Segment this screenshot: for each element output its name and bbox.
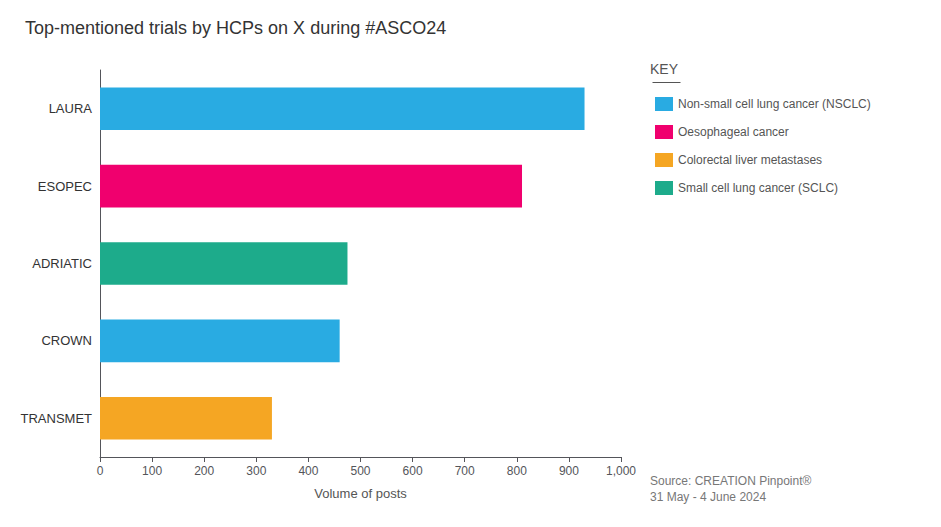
- svg-text:500: 500: [350, 464, 370, 478]
- svg-text:900: 900: [559, 464, 579, 478]
- svg-text:ESOPEC: ESOPEC: [38, 179, 92, 194]
- svg-text:Colorectal liver metastases: Colorectal liver metastases: [678, 153, 822, 167]
- svg-text:ADRIATIC: ADRIATIC: [32, 256, 92, 271]
- svg-text:CROWN: CROWN: [41, 333, 92, 348]
- svg-text:0: 0: [97, 464, 104, 478]
- svg-text:700: 700: [455, 464, 475, 478]
- svg-text:31 May - 4 June 2024: 31 May - 4 June 2024: [650, 490, 766, 504]
- svg-text:100: 100: [142, 464, 162, 478]
- svg-text:Top-mentioned trials by HCPs o: Top-mentioned trials by HCPs on X during…: [25, 18, 446, 38]
- svg-text:TRANSMET: TRANSMET: [21, 411, 93, 426]
- svg-text:400: 400: [298, 464, 318, 478]
- svg-text:Volume of posts: Volume of posts: [314, 486, 407, 501]
- svg-text:800: 800: [507, 464, 527, 478]
- svg-text:300: 300: [246, 464, 266, 478]
- svg-text:Oesophageal cancer: Oesophageal cancer: [678, 125, 789, 139]
- svg-text:600: 600: [403, 464, 423, 478]
- svg-text:Non-small cell lung cancer (NS: Non-small cell lung cancer (NSCLC): [678, 97, 871, 111]
- svg-text:200: 200: [194, 464, 214, 478]
- svg-text:Source: CREATION Pinpoint®: Source: CREATION Pinpoint®: [650, 474, 812, 488]
- svg-text:1,000: 1,000: [606, 464, 636, 478]
- svg-text:LAURA: LAURA: [49, 101, 93, 116]
- svg-text:KEY: KEY: [650, 61, 679, 77]
- svg-text:Small cell lung cancer (SCLC): Small cell lung cancer (SCLC): [678, 181, 838, 195]
